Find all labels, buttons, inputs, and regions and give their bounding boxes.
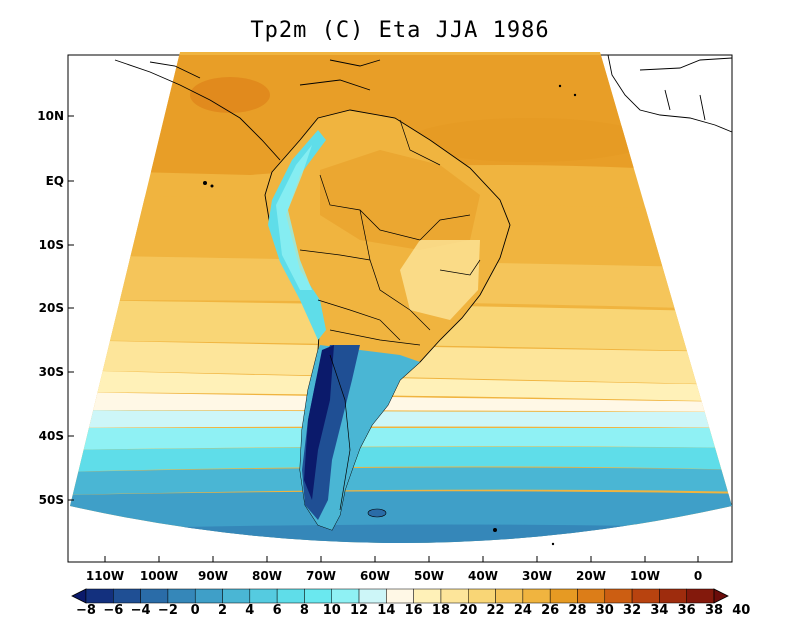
- colorbar-arrow-high: [713, 588, 729, 604]
- colorbar-swatch: [495, 588, 524, 604]
- colorbar-label: 36: [677, 603, 696, 618]
- lon-label-110w: 110W: [85, 569, 125, 583]
- lat-label-30s: 30S: [38, 365, 64, 379]
- colorbar-swatch: [304, 588, 332, 604]
- colorbar-swatch: [358, 588, 387, 604]
- colorbar-label: 22: [486, 603, 505, 618]
- lon-label-0: 0: [693, 569, 703, 583]
- colorbar-swatch: [249, 588, 278, 604]
- colorbar-swatch: [604, 588, 633, 604]
- colorbar-swatch: [113, 588, 141, 604]
- lon-label-20w: 20W: [576, 569, 606, 583]
- colorbar-swatch: [222, 588, 251, 604]
- colorbar-label: −4: [130, 603, 151, 618]
- colorbar-swatch: [659, 588, 687, 604]
- colorbar-label: 40: [732, 603, 751, 618]
- colorbar-label: 30: [595, 603, 614, 618]
- colorbar-swatch: [468, 588, 496, 604]
- colorbar-label: 12: [349, 603, 369, 618]
- lat-label-50s: 50S: [38, 493, 64, 507]
- lon-label-100w: 100W: [139, 569, 179, 583]
- colorbar-label: −8: [76, 603, 96, 618]
- colorbar-label: 20: [459, 603, 478, 618]
- colorbar: [71, 588, 729, 604]
- axis-ticks: [68, 115, 699, 562]
- colorbar-arrow-low: [71, 588, 87, 604]
- colorbar-swatch: [413, 588, 442, 604]
- colorbar-swatch: [440, 588, 469, 604]
- lat-label-20s: 20S: [38, 301, 64, 315]
- colorbar-label: 28: [568, 603, 587, 618]
- lon-label-30w: 30W: [522, 569, 552, 583]
- colorbar-label: 16: [404, 603, 423, 618]
- central-america: [114, 59, 381, 161]
- lon-label-40w: 40W: [468, 569, 498, 583]
- colorbar-label: 8: [299, 603, 309, 618]
- colorbar-swatch: [386, 588, 414, 604]
- colorbar-label: 10: [322, 603, 341, 618]
- colorbar-label: 32: [623, 603, 642, 618]
- colorbar-swatch: [686, 588, 715, 604]
- africa: [607, 54, 733, 133]
- colorbar-swatch: [631, 588, 660, 604]
- colorbar-swatch: [140, 588, 169, 604]
- colorbar-label: 24: [513, 603, 532, 618]
- colorbar-label: −2: [157, 603, 178, 618]
- lon-label-50w: 50W: [414, 569, 444, 583]
- colorbar-label: 2: [217, 603, 228, 618]
- colorbar-swatch: [577, 588, 606, 604]
- lon-label-70w: 70W: [306, 569, 336, 583]
- colorbar-swatch: [331, 588, 360, 604]
- colorbar-label: 0: [190, 603, 200, 618]
- colorbar-label: 14: [377, 603, 396, 618]
- lon-label-60w: 60W: [360, 569, 390, 583]
- colorbar-label: −6: [103, 603, 124, 618]
- islands: [203, 84, 577, 546]
- colorbar-swatch: [194, 588, 223, 604]
- lat-label-10n: 10N: [37, 109, 64, 123]
- colorbar-swatch: [522, 588, 551, 604]
- lat-label-40s: 40S: [38, 429, 64, 443]
- colorbar-swatch: [85, 588, 114, 604]
- lon-label-80w: 80W: [252, 569, 282, 583]
- colorbar-swatch: [276, 588, 305, 604]
- lat-label-10s: 10S: [38, 238, 64, 252]
- colorbar-label: 6: [272, 603, 282, 618]
- colorbar-swatch: [549, 588, 578, 604]
- colorbar-label: 18: [431, 603, 450, 618]
- colorbar-label: 4: [245, 603, 255, 618]
- south-america: [264, 109, 511, 531]
- colorbar-label: 38: [704, 603, 724, 618]
- colorbar-swatch: [167, 588, 196, 604]
- colorbar-label: 34: [650, 603, 669, 618]
- colorbar-label: 26: [541, 603, 560, 618]
- lon-label-90w: 90W: [198, 569, 228, 583]
- lat-label-eq: EQ: [45, 174, 64, 188]
- map-title: Tp2m (C) Eta JJA 1986: [250, 18, 550, 43]
- lon-label-10w: 10W: [630, 569, 660, 583]
